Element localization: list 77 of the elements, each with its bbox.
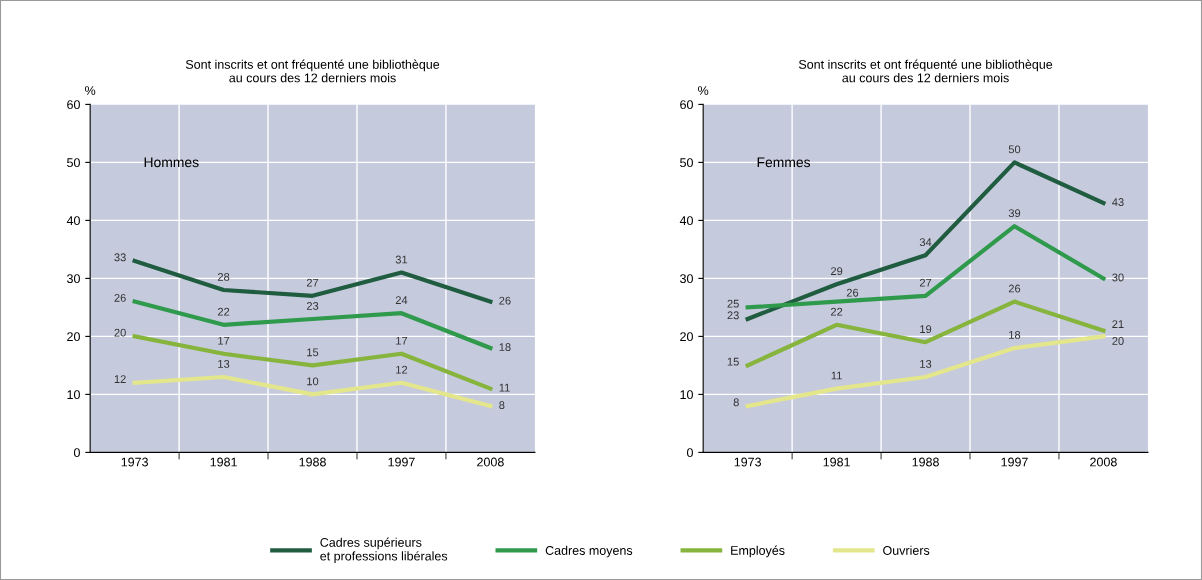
data-label: 26 — [114, 293, 126, 302]
data-label: 31 — [395, 255, 408, 264]
data-label: 22 — [217, 307, 230, 316]
data-label: 25 — [727, 299, 739, 308]
y-tick-label: 10 — [680, 390, 693, 400]
data-label: 18 — [1009, 330, 1021, 339]
y-tick-label: 20 — [680, 332, 693, 342]
data-label: 13 — [218, 359, 230, 368]
y-tick-label: 10 — [67, 390, 80, 400]
data-label: 21 — [1112, 320, 1124, 328]
y-tick-label: 60 — [67, 100, 80, 110]
data-label: 15 — [307, 348, 319, 357]
y-tick-label: 50 — [67, 158, 80, 168]
data-label: 50 — [1008, 145, 1021, 154]
x-tick-label: 2008 — [1090, 457, 1117, 467]
data-label: 27 — [919, 278, 932, 287]
y-axis-title: % — [698, 86, 709, 95]
line-series — [745, 299, 1106, 368]
data-label: 39 — [1008, 209, 1021, 218]
data-label: 10 — [307, 377, 319, 386]
annotation: Hommes — [144, 157, 199, 168]
y-tick-label: 0 — [73, 448, 80, 458]
data-label: 28 — [217, 272, 230, 281]
chart-title: Sont inscrits et ont fréquenté une bibliothèque au cours des 12 derniers mois — [798, 59, 1053, 83]
y-tick-label: 50 — [680, 158, 693, 168]
x-tick-label: 1997 — [1001, 457, 1028, 467]
x-tick-label: 1973 — [121, 457, 148, 467]
data-label: 23 — [727, 311, 739, 320]
data-label: 8 — [733, 398, 739, 407]
data-label: 22 — [830, 307, 843, 316]
data-label: 18 — [499, 343, 511, 351]
data-label: 29 — [830, 267, 843, 276]
y-tick-label: 40 — [66, 216, 80, 226]
data-label: 15 — [727, 357, 739, 366]
legend-label: Ouvriers — [883, 545, 930, 555]
data-label: 30 — [1112, 273, 1124, 282]
data-label: 12 — [114, 375, 126, 383]
data-label: 11 — [499, 383, 510, 392]
data-label: 19 — [920, 325, 932, 334]
x-tick-label: 1988 — [912, 457, 939, 467]
data-label: 27 — [306, 278, 319, 287]
x-tick-label: 2008 — [477, 457, 504, 467]
data-label: 34 — [919, 238, 932, 247]
data-label: 20 — [1112, 337, 1124, 345]
y-tick-label: 40 — [679, 216, 693, 226]
x-tick-label: 1988 — [299, 457, 326, 467]
data-label: 24 — [395, 296, 408, 304]
line-series — [132, 334, 493, 391]
x-tick-label: 1981 — [823, 457, 850, 467]
x-tick-label: 1997 — [388, 457, 415, 467]
y-tick-label: 60 — [680, 100, 693, 110]
data-label: 17 — [218, 336, 230, 345]
legend-label: Employés — [731, 545, 785, 558]
data-label: 26 — [846, 288, 859, 297]
data-label: 8 — [499, 401, 505, 409]
data-label: 20 — [114, 328, 126, 337]
data-label: 26 — [1008, 284, 1021, 293]
data-label: 12 — [396, 365, 408, 374]
y-tick-label: 0 — [686, 448, 693, 458]
annotation: Femmes — [757, 157, 811, 168]
data-label: 33 — [114, 253, 126, 262]
data-label: 26 — [499, 296, 511, 305]
y-tick-label: 30 — [67, 274, 80, 284]
x-tick-label: 1973 — [734, 457, 761, 467]
x-tick-label: 1981 — [210, 457, 237, 467]
line-series — [132, 374, 493, 409]
legend-label: Cadres supérieurs et professions libérales — [320, 537, 448, 563]
y-tick-label: 20 — [67, 332, 80, 342]
data-label: 11 — [831, 371, 842, 380]
data-label: 43 — [1112, 198, 1124, 206]
data-label: 13 — [920, 359, 932, 368]
data-label: 17 — [396, 336, 408, 345]
y-axis-title: % — [85, 86, 96, 95]
data-label: 23 — [306, 301, 319, 310]
chart-title: Sont inscrits et ont fréquenté une bibliothèque au cours des 12 derniers mois — [185, 59, 440, 83]
y-tick-label: 30 — [680, 274, 693, 284]
legend-label: Cadres moyens — [545, 545, 633, 558]
